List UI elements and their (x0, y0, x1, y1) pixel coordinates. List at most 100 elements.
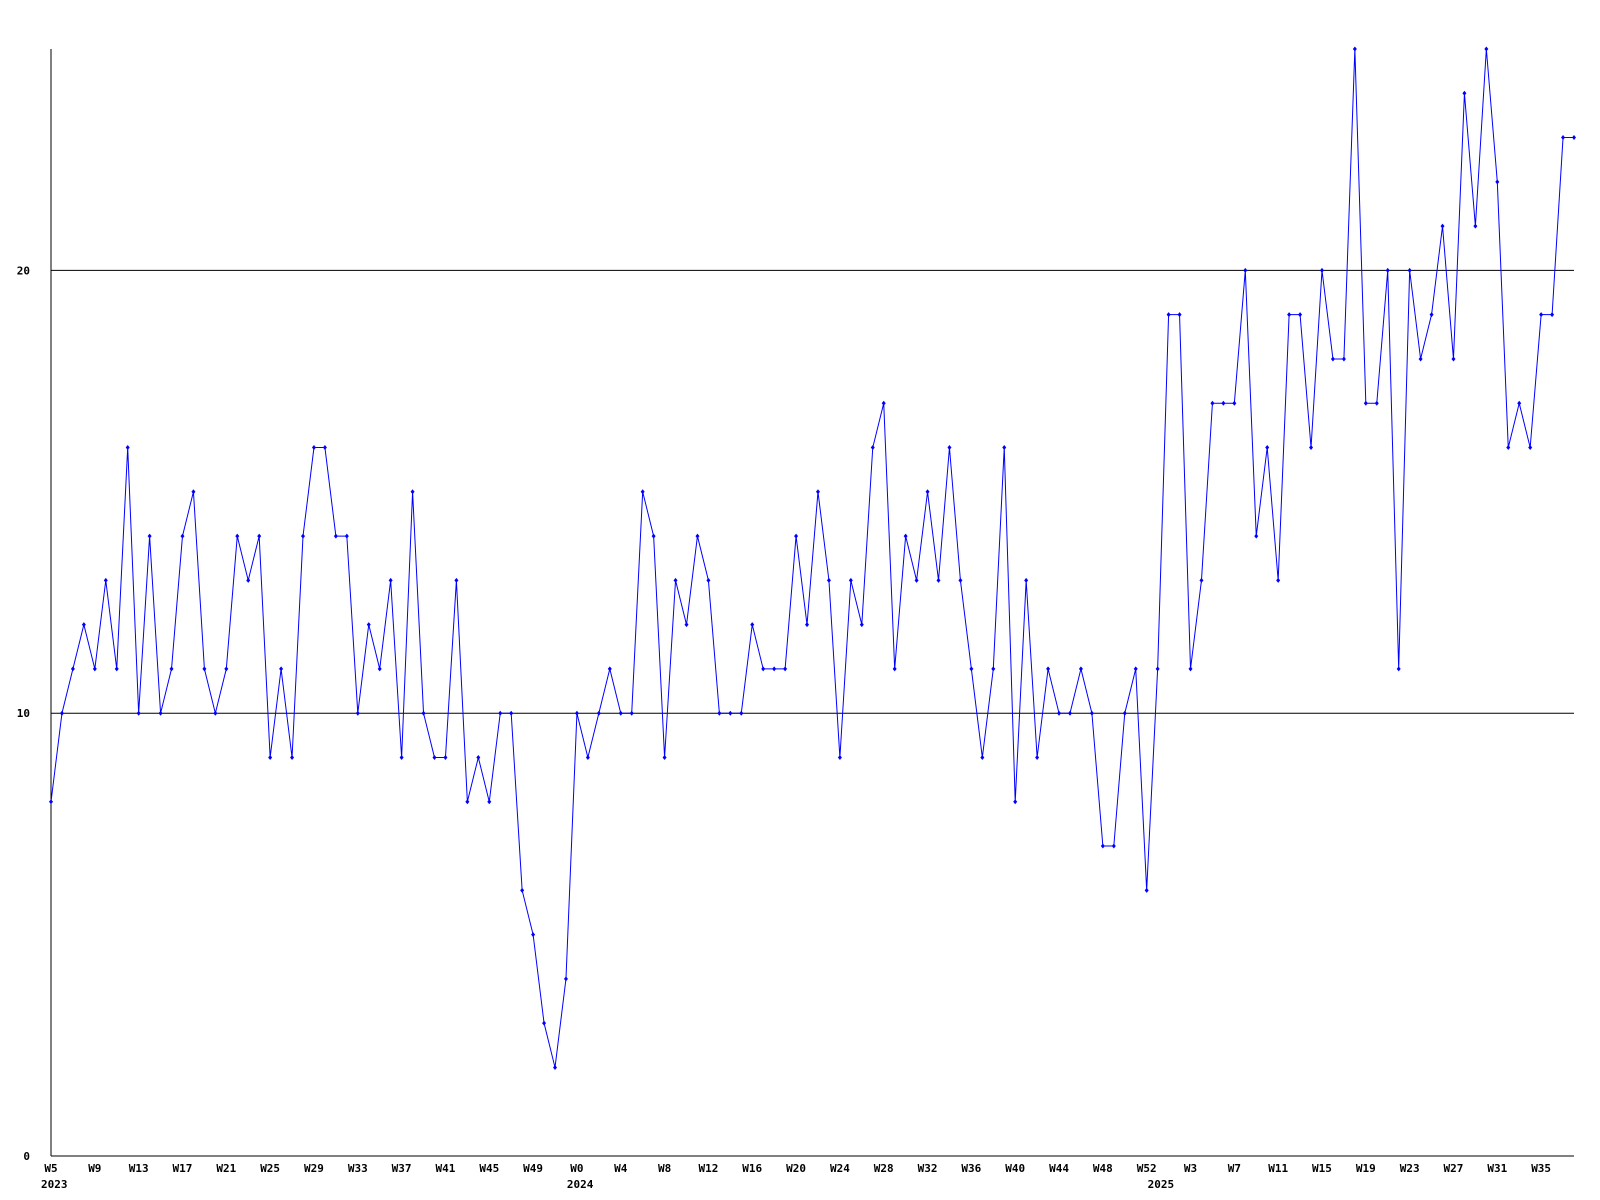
data-point (1572, 135, 1576, 141)
data-point (1462, 90, 1467, 96)
data-point (1002, 445, 1007, 451)
data-point (958, 577, 963, 583)
data-point (1506, 445, 1511, 451)
x-tick-label: W9 (88, 1162, 101, 1175)
data-point (914, 577, 919, 583)
data-point (728, 710, 733, 716)
data-point (1363, 400, 1368, 406)
data-point (191, 489, 196, 495)
data-point (662, 754, 667, 760)
x-tick-label: W32 (918, 1162, 938, 1175)
data-point (1122, 710, 1127, 716)
data-point (1396, 666, 1401, 672)
data-point (465, 799, 470, 805)
data-point (92, 666, 97, 672)
data-point (1100, 843, 1105, 849)
data-point (81, 622, 86, 628)
data-point (1199, 577, 1204, 583)
data-point (509, 710, 514, 716)
data-point (1484, 46, 1489, 52)
x-tick-label: W40 (1005, 1162, 1025, 1175)
data-point (355, 710, 360, 716)
data-point (1418, 356, 1423, 362)
x-tick-label: W17 (173, 1162, 193, 1175)
data-point (443, 754, 448, 760)
data-point (1133, 666, 1138, 672)
data-point (629, 710, 634, 716)
data-point (169, 666, 174, 672)
x-tick-label: W5 (44, 1162, 57, 1175)
data-point (1188, 666, 1193, 672)
y-tick-label: 10 (17, 707, 30, 720)
data-point (1111, 843, 1116, 849)
x-tick-label: W3 (1184, 1162, 1197, 1175)
data-point (1385, 267, 1390, 273)
data-point (969, 666, 974, 672)
data-point (1089, 710, 1094, 716)
data-point (826, 577, 831, 583)
x-tick-label: W23 (1400, 1162, 1420, 1175)
data-point (487, 799, 492, 805)
x-tick-label: W45 (479, 1162, 499, 1175)
data-point (399, 754, 404, 760)
x-tick-label: W27 (1444, 1162, 1464, 1175)
data-point (410, 489, 415, 495)
data-point (574, 710, 579, 716)
data-point (1528, 445, 1533, 451)
data-point (980, 754, 985, 760)
data-point (498, 710, 503, 716)
data-point (1539, 312, 1544, 318)
data-point (1440, 223, 1445, 229)
x-tick-label: W19 (1356, 1162, 1376, 1175)
data-point (870, 445, 875, 451)
data-point (1330, 356, 1335, 362)
x-tick-label: W28 (874, 1162, 894, 1175)
data-point (750, 622, 755, 628)
data-point (717, 710, 722, 716)
data-point (1035, 754, 1040, 760)
data-point (1319, 267, 1324, 273)
data-point (640, 489, 645, 495)
x-tick-label: W0 (570, 1162, 583, 1175)
data-point (454, 577, 459, 583)
data-point (59, 710, 64, 716)
data-point (1341, 356, 1346, 362)
data-point (246, 577, 251, 583)
x-tick-label: W12 (698, 1162, 718, 1175)
year-label: 2024 (567, 1178, 594, 1191)
data-point (596, 710, 601, 716)
data-point (103, 577, 108, 583)
data-point (1243, 267, 1248, 273)
x-tick-label: W25 (260, 1162, 280, 1175)
data-point (848, 577, 853, 583)
data-point (1473, 223, 1478, 229)
data-line (50, 48, 1574, 1068)
data-point (1046, 666, 1051, 672)
data-point (585, 754, 590, 760)
x-tick-label: W31 (1487, 1162, 1507, 1175)
data-point (651, 533, 656, 539)
x-tick-label: W48 (1093, 1162, 1113, 1175)
x-tick-label: W11 (1268, 1162, 1288, 1175)
x-tick-label: W35 (1531, 1162, 1551, 1175)
data-point (1451, 356, 1456, 362)
data-point (235, 533, 240, 539)
data-point (1210, 400, 1215, 406)
data-point (1495, 179, 1500, 185)
x-tick-label: W20 (786, 1162, 806, 1175)
data-point (1057, 710, 1062, 716)
data-point (136, 710, 141, 716)
data-point (1221, 400, 1226, 406)
data-point (1287, 312, 1292, 318)
data-point (432, 754, 437, 760)
data-point (1298, 312, 1303, 318)
data-point (125, 445, 130, 451)
data-point (1429, 312, 1434, 318)
data-point (1407, 267, 1412, 273)
y-tick-label: 20 (17, 264, 30, 277)
data-point (1144, 887, 1149, 893)
x-tick-label: W41 (436, 1162, 456, 1175)
data-point (815, 489, 820, 495)
data-point (1374, 400, 1379, 406)
x-tick-label: W4 (614, 1162, 628, 1175)
